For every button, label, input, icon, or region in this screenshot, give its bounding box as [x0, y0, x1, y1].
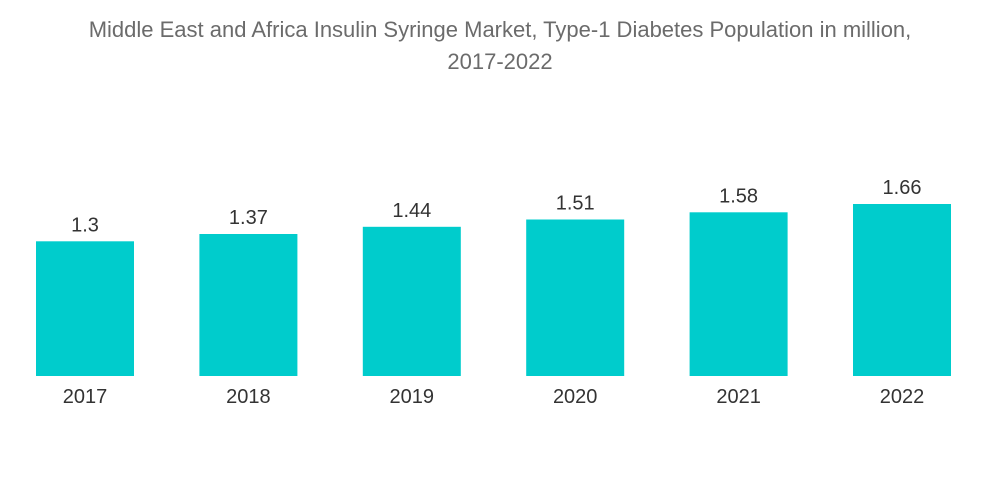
chart-title: Middle East and Africa Insulin Syringe M…	[0, 14, 1000, 78]
data-label-2017: 1.3	[71, 214, 99, 236]
bar-2019	[362, 226, 461, 376]
data-label-2020: 1.51	[556, 193, 595, 215]
bar-2018	[199, 234, 298, 376]
x-tick-label-2018: 2018	[226, 386, 271, 408]
data-label-2019: 1.44	[392, 200, 431, 222]
bar-2022	[853, 204, 951, 376]
bar-2021	[689, 212, 788, 376]
x-tick-label-2019: 2019	[390, 386, 435, 408]
data-label-2018: 1.37	[229, 207, 268, 229]
bar-2017	[36, 241, 134, 376]
x-tick-label-2017: 2017	[63, 386, 108, 408]
x-tick-label-2021: 2021	[716, 386, 761, 408]
data-label-2022: 1.66	[883, 177, 922, 199]
bar-2020	[526, 219, 625, 376]
chart-title-line-1: Middle East and Africa Insulin Syringe M…	[88, 17, 912, 42]
data-label-2021: 1.58	[719, 185, 758, 207]
x-tick-label-2022: 2022	[880, 386, 925, 408]
x-tick-label-2020: 2020	[553, 386, 598, 408]
chart-title-line-2: 2017-2022	[447, 49, 553, 74]
